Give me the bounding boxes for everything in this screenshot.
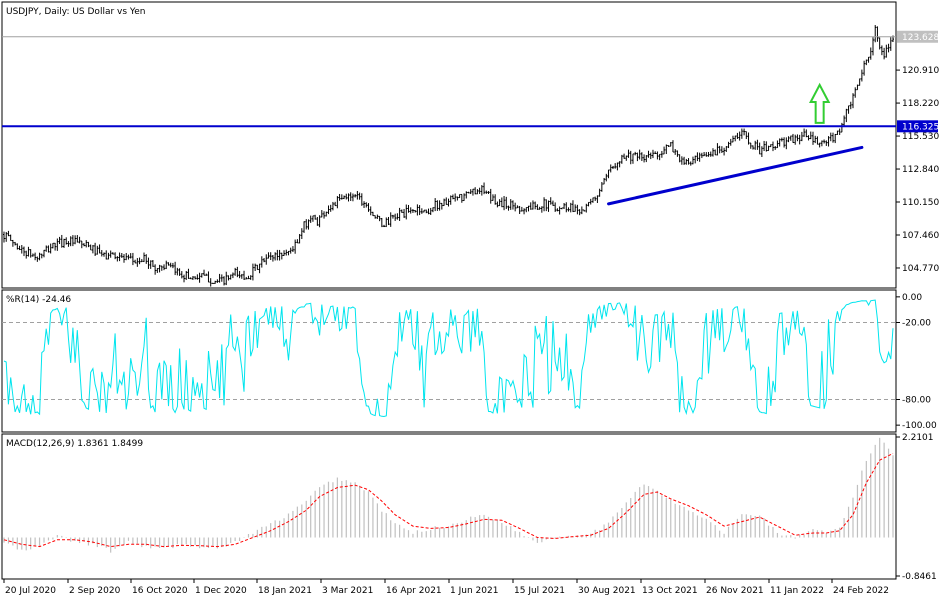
williams-r-panel-frame: [1, 289, 897, 433]
williams-r-label: %R(14) -24.46: [6, 295, 71, 305]
price-panel[interactable]: USDJPY, Daily: US Dollar vs Yen 120.9101…: [1, 1, 939, 289]
macd-axis: 2.2101 -0.8461: [896, 433, 937, 582]
price-tick-label: 112.840: [902, 165, 939, 175]
wpr-tick-label: 0.00: [902, 293, 922, 303]
candles-group: [3, 25, 894, 287]
time-tick-label: 26 Nov 2021: [706, 586, 764, 596]
current-price-badge-text: 123.628: [902, 33, 939, 43]
up-arrow-icon: [809, 82, 831, 124]
time-tick-label: 3 Mar 2021: [322, 586, 373, 596]
time-tick-label: 16 Oct 2020: [132, 586, 188, 596]
time-tick-label: 13 Oct 2021: [642, 586, 698, 596]
wpr-tick-label: -20.00: [902, 319, 931, 329]
williams-r-line: [3, 299, 894, 418]
time-tick-label: 20 Jul 2020: [5, 586, 56, 596]
macd-label: MACD(12,26,9) 1.8361 1.8499: [6, 439, 143, 449]
williams-r-axis: 0.00 -20.00 -80.00 -100.00: [896, 293, 937, 431]
time-tick-label: 1 Jun 2021: [450, 586, 498, 596]
price-tick-label: 120.910: [902, 66, 939, 76]
williams-r-panel[interactable]: %R(14) -24.46 0.00 -20.00 -80.00 -100.00: [1, 289, 937, 433]
macd-tick-label: 2.2101: [902, 433, 934, 443]
williams-r-content: [2, 299, 896, 418]
time-tick-label: 15 Jul 2021: [514, 586, 565, 596]
level-price-badge: [897, 120, 938, 133]
price-axis: 120.910 118.220 115.530 112.840 110.150 107.4…: [896, 30, 939, 274]
macd-tick-label: -0.8461: [902, 572, 937, 582]
wpr-tick-label: -100.00: [902, 421, 937, 431]
macd-content: [3, 437, 894, 553]
macd-panel[interactable]: MACD(12,26,9) 1.8361 1.8499 2.2101 -0.846…: [1, 433, 937, 582]
level-price-badge-text: 116.325: [902, 122, 939, 132]
price-annotations: [2, 36, 896, 206]
time-tick-label: 16 Apr 2021: [386, 586, 442, 596]
time-tick-label: 24 Feb 2022: [833, 586, 889, 596]
time-axis: 20 Jul 2020 2 Sep 2020 16 Oct 2020 1 Dec 20…: [3, 579, 889, 596]
current-price-badge: [897, 30, 938, 43]
time-tick-label: 30 Aug 2021: [578, 586, 636, 596]
price-tick-label: 104.770: [902, 264, 939, 274]
wpr-tick-label: -80.00: [902, 395, 931, 405]
ascending-trend-line: [607, 145, 864, 206]
time-tick-label: 11 Jan 2022: [770, 586, 824, 596]
time-tick-label: 18 Jan 2021: [258, 586, 312, 596]
price-tick-label: 110.150: [902, 198, 939, 208]
symbol-label: USDJPY, Daily: US Dollar vs Yen: [6, 7, 145, 17]
time-tick-label: 1 Dec 2020: [195, 586, 247, 596]
price-tick-label: 118.220: [902, 99, 939, 109]
price-tick-label: 107.460: [902, 231, 939, 241]
price-panel-frame: [1, 1, 897, 289]
time-tick-label: 2 Sep 2020: [69, 586, 121, 596]
macd-signal-line: [3, 452, 894, 548]
price-tick-label: 115.530: [902, 132, 939, 142]
